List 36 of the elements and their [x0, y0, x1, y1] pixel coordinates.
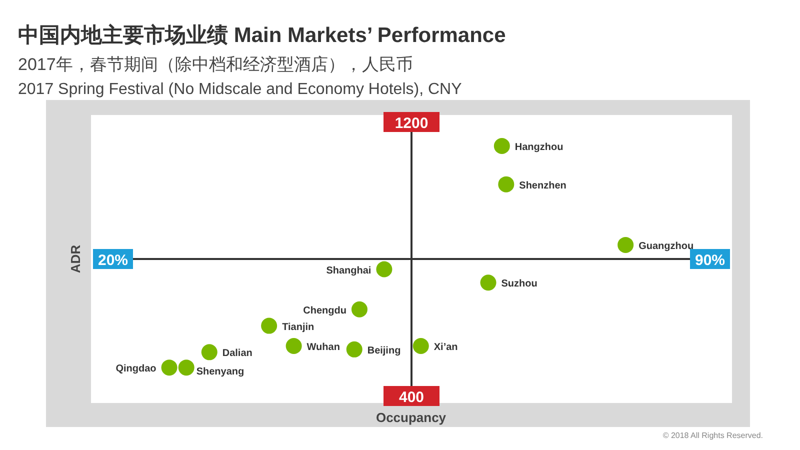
y-tick-label: 400 [398, 389, 424, 406]
annotation: Qingdao [116, 364, 156, 375]
point [618, 236, 634, 253]
chart-title: 中国内地主要市场业绩 Main Markets’ Performance [18, 23, 506, 47]
point [161, 360, 178, 376]
annotation: Dalian [222, 348, 252, 360]
point [178, 360, 194, 376]
annotation: Tianjin [282, 322, 314, 333]
point [286, 338, 302, 354]
y-tick-label: 1200 [394, 115, 428, 132]
x-tick-label: 90% [694, 252, 726, 269]
annotation: Suzhou [501, 278, 538, 290]
text: © 2018 All Rights Reserved. [662, 431, 763, 440]
annotation: Hangzhou [514, 142, 564, 153]
annotation: Shenyang [196, 366, 244, 378]
point [376, 261, 392, 278]
point [412, 338, 429, 354]
point [261, 318, 278, 334]
annotation: Wuhan [306, 342, 340, 353]
x-axis-title: Occupancy [376, 410, 447, 425]
x-tick-label: 20% [98, 252, 128, 269]
annotation: Xi’an [434, 342, 458, 353]
annotation: Beijing [367, 345, 401, 356]
annotation: Shenzhen [519, 180, 566, 192]
annotation: Shanghai [326, 265, 372, 276]
text: 2017 Spring Festival (No Midscale and Economy Hotels), CNY [18, 81, 462, 98]
chart-subtitle: 2017年，春节期间（除中档和经济型酒店），人民币 [18, 55, 413, 74]
annotation: Chengdu [303, 305, 346, 316]
point [498, 176, 514, 192]
point [346, 341, 362, 358]
y-axis-title: ADR [68, 244, 83, 274]
point [201, 344, 218, 360]
annotation: Guangzhou [638, 240, 694, 252]
point [494, 138, 510, 154]
point [480, 274, 496, 291]
point [351, 301, 368, 318]
